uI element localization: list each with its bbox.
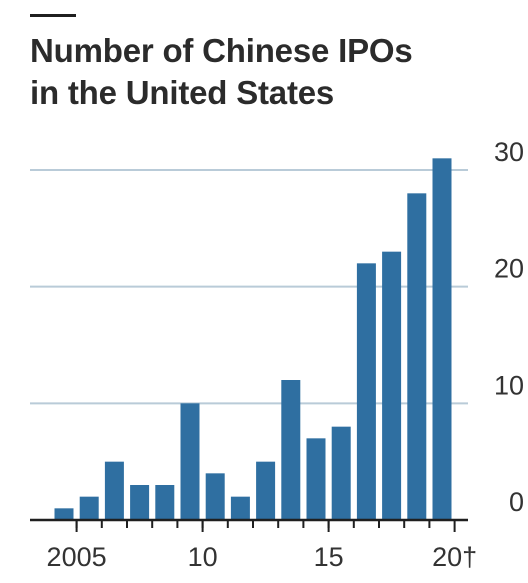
bar-2008 [130, 485, 150, 520]
bar-2016 [331, 426, 351, 520]
bar-2005 [54, 508, 74, 520]
bar-2011 [205, 473, 225, 520]
bar-2019 [407, 193, 427, 521]
bar-2012 [230, 496, 250, 520]
y-tick-label-10: 10 [494, 370, 524, 400]
bar-2009 [155, 485, 175, 520]
bars [54, 158, 452, 521]
bar-2017 [356, 263, 376, 520]
bar-2020 [432, 158, 452, 521]
title-rule [30, 14, 76, 17]
x-tick-label-2005: 2005 [47, 542, 107, 572]
bar-2007 [104, 461, 124, 520]
bar-2018 [382, 251, 402, 520]
y-tick-label-20: 20 [494, 254, 524, 284]
chart-title: Number of Chinese IPOs in the United Sta… [30, 30, 500, 114]
bar-2013 [256, 461, 276, 520]
bar-2010 [180, 403, 200, 520]
x-tick-labels: 2005 10 15 20† [47, 542, 478, 572]
x-tick-label-2015: 15 [314, 542, 344, 572]
y-tick-label-30: 30 [494, 137, 524, 167]
gridlines [30, 169, 468, 405]
x-axis [30, 518, 468, 532]
bar-2014 [281, 380, 301, 520]
y-tick-labels: 0 10 20 30 [494, 137, 524, 517]
bar-2006 [79, 496, 99, 520]
bar-2015 [306, 438, 326, 520]
x-tick-label-2020: 20† [432, 542, 477, 572]
x-tick-label-2010: 10 [188, 542, 218, 572]
chart-title-line-2: in the United States [30, 74, 335, 111]
chart-title-line-1: Number of Chinese IPOs [30, 32, 413, 69]
y-tick-label-0: 0 [509, 487, 524, 517]
